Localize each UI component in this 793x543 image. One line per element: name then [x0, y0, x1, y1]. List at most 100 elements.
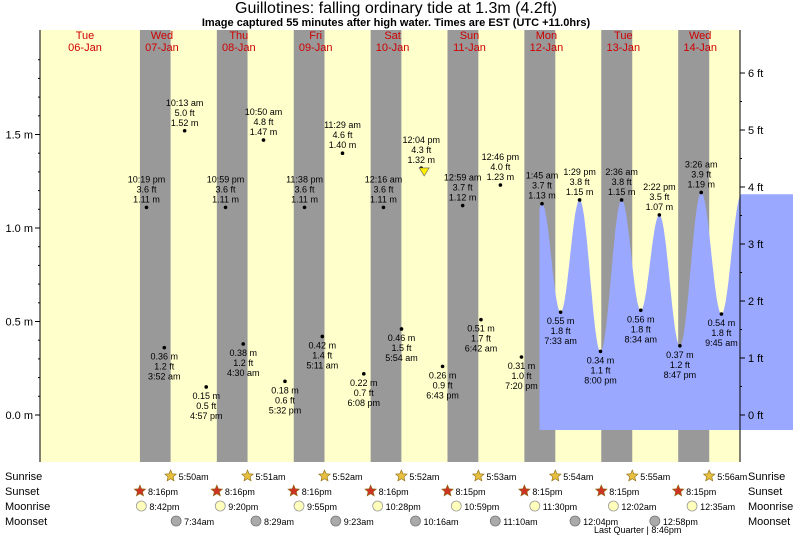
- day-name-label: Thu: [229, 30, 248, 42]
- tide-time-label: 8:34 am: [624, 334, 657, 344]
- tide-time-label: 5:54 am: [385, 353, 418, 363]
- moonset-time-label: 10:16am: [423, 517, 458, 527]
- astro-row-label-right: Sunset: [748, 486, 782, 498]
- tide-m-label: 1.52 m: [171, 118, 199, 128]
- night-band: [294, 30, 325, 462]
- day-name-label: Sun: [460, 30, 480, 42]
- astro-row-label-left: Sunrise: [5, 471, 42, 483]
- day-name-label: Sat: [384, 30, 401, 42]
- moonrise-icon: [294, 501, 304, 511]
- right-tick-label: 2 ft: [748, 296, 763, 308]
- left-tick-label: 0.0 m: [5, 410, 33, 422]
- low-tide-point: [204, 385, 208, 389]
- tide-ft-label: 1.4 ft: [312, 350, 333, 360]
- sunset-icon: [442, 485, 453, 496]
- tide-m-label: 0.54 m: [708, 318, 736, 328]
- sunrise-time-label: 5:56am: [717, 472, 747, 482]
- right-tick-label: 6 ft: [748, 68, 763, 80]
- day-date-label: 09-Jan: [299, 42, 333, 54]
- sunset-time-label: 8:15pm: [609, 487, 639, 497]
- low-tide-point: [678, 344, 682, 348]
- day-name-label: Wed: [689, 30, 711, 42]
- sunrise-icon: [704, 470, 715, 481]
- tide-m-label: 0.22 m: [350, 378, 378, 388]
- low-tide-point: [362, 372, 366, 376]
- moonrise-time-label: 12:02am: [621, 502, 656, 512]
- high-tide-point: [658, 213, 662, 217]
- tide-m-label: 0.31 m: [508, 361, 536, 371]
- day-date-label: 13-Jan: [606, 42, 640, 54]
- right-tick-label: 5 ft: [748, 125, 763, 137]
- tide-ft-label: 3.8 ft: [570, 177, 591, 187]
- tide-m-label: 0.38 m: [229, 348, 257, 358]
- tide-ft-label: 0.7 ft: [354, 388, 375, 398]
- tide-time-label: 6:42 am: [465, 344, 498, 354]
- tide-m-label: 0.36 m: [151, 352, 179, 362]
- moonset-icon: [331, 516, 341, 526]
- low-tide-point: [400, 327, 404, 331]
- right-tick-label: 1 ft: [748, 353, 763, 365]
- right-tick-label: 4 ft: [748, 182, 763, 194]
- tide-time-label: 12:46 pm: [482, 152, 520, 162]
- astro-row-label-left: Sunset: [5, 486, 39, 498]
- tide-ft-label: 3.6 ft: [373, 184, 394, 194]
- sunrise-icon: [165, 470, 176, 481]
- tide-m-label: 1.07 m: [646, 202, 674, 212]
- sunset-time-label: 8:15pm: [686, 487, 716, 497]
- tide-m-label: 0.26 m: [429, 370, 457, 380]
- tide-m-label: 0.42 m: [309, 340, 337, 350]
- tide-m-label: 1.23 m: [487, 172, 515, 182]
- sunset-time-label: 8:16pm: [148, 487, 178, 497]
- sunrise-time-label: 5:54am: [563, 472, 593, 482]
- sunrise-time-label: 5:52am: [332, 472, 362, 482]
- high-tide-point: [461, 204, 465, 208]
- moonrise-icon: [136, 501, 146, 511]
- day-labels: Tue06-JanWed07-JanThu08-JanFri09-JanSat1…: [68, 30, 717, 54]
- moon-phase-note: Last Quarter | 8:46pm: [594, 525, 681, 535]
- tide-m-label: 1.40 m: [329, 140, 357, 150]
- high-tide-point: [303, 206, 307, 210]
- moonset-icon: [490, 516, 500, 526]
- tide-time-label: 1:45 am: [526, 171, 559, 181]
- tide-m-label: 0.46 m: [388, 333, 416, 343]
- tide-ft-label: 3.8 ft: [612, 177, 633, 187]
- high-tide-point: [620, 198, 624, 202]
- day-name-label: Mon: [536, 30, 557, 42]
- sunrise-icon: [242, 470, 254, 481]
- tide-time-label: 6:08 pm: [348, 398, 381, 408]
- astro-row-label-left: Moonrise: [5, 501, 50, 513]
- tide-time-label: 7:33 am: [544, 336, 577, 346]
- day-name-label: Tue: [76, 30, 95, 42]
- day-date-label: 10-Jan: [376, 42, 410, 54]
- moonrise-time-label: 9:20pm: [228, 502, 258, 512]
- tide-time-label: 6:43 pm: [426, 390, 459, 400]
- left-tick-label: 1.5 m: [5, 130, 33, 142]
- tide-time-label: 5:32 pm: [269, 405, 302, 415]
- tide-m-label: 1.15 m: [608, 187, 636, 197]
- moonrise-time-label: 10:59pm: [464, 502, 499, 512]
- day-name-label: Wed: [151, 30, 173, 42]
- tide-m-label: 1.11 m: [291, 194, 318, 204]
- sunrise-time-label: 5:53am: [486, 472, 516, 482]
- tide-time-label: 11:29 am: [324, 120, 361, 130]
- sunset-time-label: 8:15pm: [532, 487, 562, 497]
- tide-time-label: 5:11 am: [306, 360, 338, 370]
- tide-m-label: 0.15 m: [192, 391, 220, 401]
- right-tick-label: 3 ft: [748, 239, 763, 251]
- high-tide-point: [341, 151, 345, 155]
- moonrise-time-label: 8:42pm: [149, 502, 179, 512]
- tide-time-label: 9:45 am: [705, 338, 738, 348]
- low-tide-point: [559, 310, 563, 314]
- high-tide-point: [540, 202, 544, 206]
- astro-row-label-right: Moonrise: [748, 501, 793, 513]
- tide-time-label: 10:50 am: [245, 107, 283, 117]
- tide-m-label: 1.32 m: [408, 155, 436, 165]
- tide-ft-label: 3.6 ft: [216, 184, 237, 194]
- sunset-icon: [596, 485, 607, 496]
- night-band: [217, 30, 248, 462]
- tide-time-label: 4:57 pm: [190, 411, 223, 421]
- tide-time-label: 2:36 am: [605, 167, 638, 177]
- day-name-label: Fri: [309, 30, 322, 42]
- tide-ft-label: 5.0 ft: [175, 108, 196, 118]
